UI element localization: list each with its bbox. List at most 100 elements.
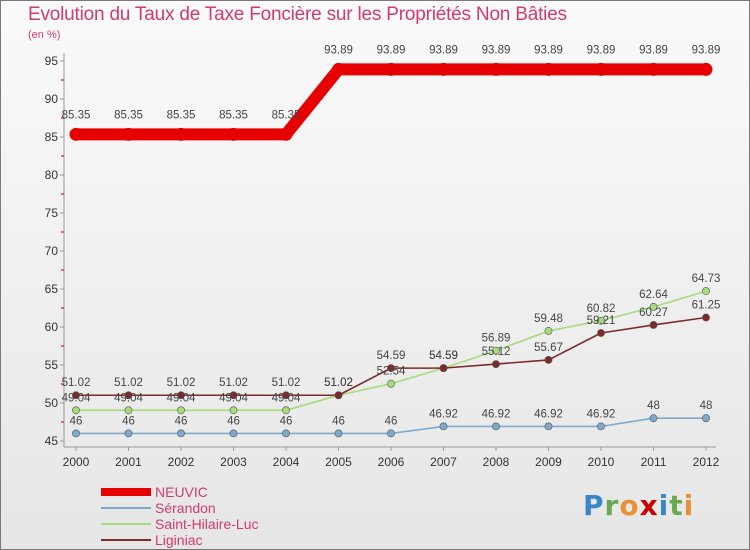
data-label: 46 xyxy=(175,415,188,427)
data-point xyxy=(334,391,343,400)
data-label: 56.89 xyxy=(482,333,511,345)
data-point xyxy=(229,406,238,415)
data-point xyxy=(649,321,658,329)
data-label: 85.35 xyxy=(167,109,196,121)
legend-item: NEUVIC xyxy=(101,484,341,500)
y-tick-label: 70 xyxy=(45,244,59,258)
logo-letter: i xyxy=(683,489,695,522)
x-tick-label: 2007 xyxy=(430,455,457,469)
data-label: 64.73 xyxy=(692,273,721,285)
data-point xyxy=(124,391,133,400)
data-label: 46.92 xyxy=(429,408,458,420)
data-point xyxy=(282,406,290,415)
data-point xyxy=(594,62,608,76)
logo-letter: x xyxy=(639,489,659,522)
data-point xyxy=(387,429,395,438)
data-point xyxy=(72,391,80,400)
data-label: 60.27 xyxy=(639,307,668,319)
data-label: 93.89 xyxy=(324,44,353,56)
y-tick-label: 80 xyxy=(45,168,59,182)
data-point xyxy=(72,429,80,438)
data-label: 55.67 xyxy=(534,342,563,354)
data-point xyxy=(597,329,605,337)
x-tick-label: 2005 xyxy=(325,455,352,469)
logo-letter: i xyxy=(658,489,670,522)
data-label: 93.89 xyxy=(377,44,406,56)
series-neuvic xyxy=(69,62,713,141)
data-point xyxy=(649,303,658,311)
data-label: 49.04 xyxy=(62,392,91,404)
data-label: 93.89 xyxy=(429,44,458,56)
chart-axes: 45 50 55 60 65 70 75 80 85 90 95 2000 2001 2002 2003 20… xyxy=(45,53,720,469)
series-line xyxy=(76,63,706,141)
data-point xyxy=(177,429,185,438)
data-point xyxy=(229,429,238,438)
data-label: 51.02 xyxy=(114,377,143,389)
data-label: 85.35 xyxy=(62,109,91,121)
data-label: 51.02 xyxy=(272,377,301,389)
data-label: 54.59 xyxy=(429,350,458,362)
legend-label: Saint-Hilaire-Luc xyxy=(155,516,259,532)
logo-letter: P xyxy=(583,489,605,522)
data-point xyxy=(279,127,293,141)
data-point xyxy=(702,287,710,295)
data-label: 46 xyxy=(385,415,398,427)
x-tick-label: 2002 xyxy=(168,455,195,469)
y-tick-label: 55 xyxy=(45,358,59,372)
x-tick-label: 2012 xyxy=(693,455,720,469)
data-point xyxy=(177,391,185,400)
data-label: 93.89 xyxy=(639,44,668,56)
data-point xyxy=(597,316,605,325)
data-label: 61.25 xyxy=(692,300,721,312)
data-label: 93.89 xyxy=(534,44,563,56)
data-point xyxy=(229,391,238,400)
data-point xyxy=(702,313,710,322)
data-label: 93.89 xyxy=(587,44,616,56)
series-layer xyxy=(69,62,713,438)
data-label: 46 xyxy=(122,415,135,427)
data-label: 93.89 xyxy=(482,44,511,56)
data-label: 51.02 xyxy=(62,377,91,389)
data-label: 48 xyxy=(647,400,660,412)
data-label: 59.48 xyxy=(534,313,563,325)
data-point xyxy=(439,364,448,373)
data-label: 51.02 xyxy=(219,377,248,389)
data-point xyxy=(227,127,240,141)
data-label: 49.04 xyxy=(114,392,143,404)
legend-swatch xyxy=(101,488,151,496)
logo-letter: o xyxy=(619,489,640,522)
data-point xyxy=(492,346,500,355)
series-s-randon xyxy=(72,414,710,438)
x-tick-label: 2011 xyxy=(641,455,667,469)
data-label: 46 xyxy=(332,415,345,427)
data-label: 49.04 xyxy=(167,392,196,404)
data-label: 52.54 xyxy=(377,366,406,378)
legend-swatch xyxy=(101,539,151,541)
legend: NEUVIC Sérandon Saint-Hilaire-Luc Liginiac xyxy=(101,484,341,548)
data-labels-layer: 85.35 85.35 85.35 85.35 85.35 93.89 93.89 93.89… xyxy=(62,44,721,427)
data-point xyxy=(439,422,448,431)
x-tick-label: 2009 xyxy=(535,455,562,469)
data-point xyxy=(72,406,80,415)
data-label: 85.35 xyxy=(114,109,143,121)
data-point xyxy=(282,429,290,438)
data-point xyxy=(544,327,553,335)
logo-letter: t xyxy=(669,489,684,522)
data-point xyxy=(542,62,555,76)
y-tick-label: 65 xyxy=(45,282,59,296)
data-point xyxy=(544,356,553,364)
x-tick-label: 2000 xyxy=(63,455,90,469)
y-tick-label: 85 xyxy=(45,130,59,144)
data-point xyxy=(387,379,395,388)
data-point xyxy=(124,429,133,438)
data-point xyxy=(174,127,188,141)
data-label: 60.82 xyxy=(587,303,616,315)
data-label: 49.04 xyxy=(219,392,248,404)
data-label: 62.64 xyxy=(639,289,668,301)
data-point xyxy=(122,127,135,141)
data-label: 54.59 xyxy=(377,350,406,362)
legend-label: Sérandon xyxy=(155,500,216,516)
data-label: 49.04 xyxy=(272,392,301,404)
